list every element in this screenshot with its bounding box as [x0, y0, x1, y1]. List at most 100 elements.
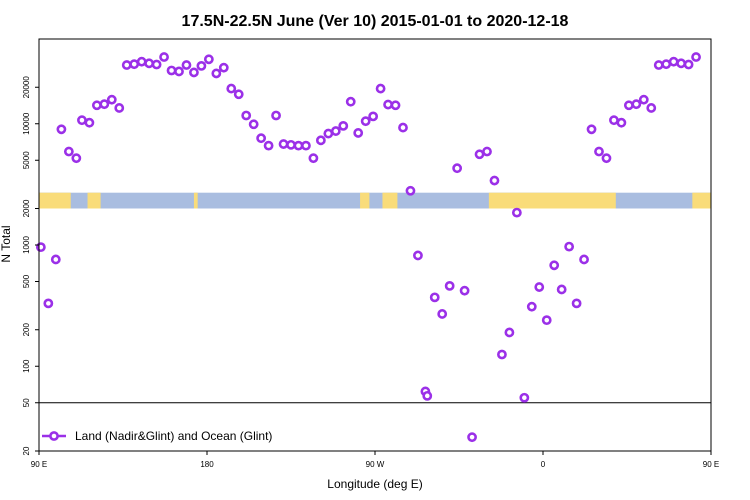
data-point: [136, 56, 147, 67]
data-point: [413, 250, 423, 261]
x-tick-label: 90 E: [703, 460, 719, 469]
data-point: [497, 349, 507, 360]
y-tick-label: 10000: [22, 112, 31, 135]
data-point: [218, 62, 229, 73]
data-point: [263, 140, 274, 151]
data-point: [646, 103, 657, 113]
land-segment: [87, 192, 101, 209]
data-point: [467, 432, 477, 443]
data-point: [429, 292, 440, 303]
land-segment: [193, 192, 198, 209]
data-point: [383, 99, 393, 110]
data-point: [459, 285, 470, 296]
data-point: [166, 65, 177, 76]
data-point: [676, 58, 687, 69]
data-point: [233, 89, 244, 100]
data-point: [121, 60, 132, 70]
data-point: [315, 135, 326, 146]
y-tick-label: 500: [22, 274, 31, 288]
data-point: [398, 122, 408, 133]
data-point: [203, 54, 214, 65]
data-point: [330, 126, 341, 136]
land-segment: [382, 192, 398, 209]
data-point: [526, 301, 537, 312]
y-tick-label: 100: [22, 359, 31, 373]
data-point: [308, 153, 319, 164]
data-point: [375, 83, 386, 94]
data-point: [444, 280, 455, 291]
data-point: [56, 124, 67, 135]
data-point: [653, 60, 664, 70]
land-ocean-strip: [39, 192, 711, 209]
data-point: [99, 99, 110, 110]
data-point: [609, 115, 619, 126]
x-tick-label: 90 W: [366, 460, 385, 469]
data-point: [77, 115, 87, 126]
data-point: [691, 52, 701, 62]
y-axis-ticks: 20 50 100 200 500 1000 2000 5000 10000 20000: [22, 76, 39, 455]
data-point: [616, 117, 627, 128]
legend: Land (Nadir&Glint) and Ocean (Glint): [42, 429, 272, 443]
data-point: [534, 282, 545, 292]
data-point: [129, 59, 140, 70]
land-segment: [488, 192, 616, 209]
land-segment: [39, 192, 71, 209]
data-point: [144, 58, 155, 69]
data-point: [91, 100, 102, 111]
data-point: [248, 119, 259, 130]
data-point: [368, 111, 379, 122]
plot-frame: [38, 38, 712, 452]
data-point: [638, 94, 649, 105]
land-segment: [692, 192, 711, 209]
x-axis-ticks: 90 E 180 90 W 0 90 E: [31, 451, 719, 469]
data-point: [360, 116, 371, 127]
data-point: [181, 60, 192, 70]
data-point: [196, 60, 207, 71]
data-point: [345, 96, 356, 107]
data-point: [661, 59, 672, 70]
x-tick-label: 90 E: [31, 460, 47, 469]
data-point: [623, 100, 634, 111]
legend-label: Land (Nadir&Glint) and Ocean (Glint): [75, 429, 272, 443]
y-tick-label: 200: [22, 323, 31, 337]
x-tick-label: 180: [200, 460, 214, 469]
data-point: [519, 392, 530, 403]
y-tick-label: 50: [22, 398, 31, 407]
data-point: [504, 327, 515, 338]
data-point: [579, 254, 589, 265]
data-point: [159, 52, 169, 62]
x-tick-label: 0: [541, 460, 546, 469]
data-point: [586, 124, 597, 135]
data-point: [71, 153, 82, 164]
x-axis-label: Longitude (deg E): [327, 477, 422, 491]
chart-title: 17.5N-22.5N June (Ver 10) 2015-01-01 to …: [182, 13, 569, 30]
y-tick-label: 2000: [22, 199, 31, 217]
y-tick-label: 20: [22, 446, 31, 455]
data-point: [226, 83, 237, 94]
land-segment: [360, 192, 370, 209]
data-point: [452, 163, 463, 174]
data-point: [511, 207, 522, 218]
data-point: [594, 146, 604, 157]
data-point: [683, 59, 694, 70]
data-point: [84, 117, 95, 128]
data-point: [631, 99, 642, 110]
data-point: [474, 149, 485, 160]
y-tick-label: 20000: [22, 76, 31, 99]
data-point: [293, 140, 304, 151]
data-points: [35, 52, 701, 443]
legend-marker: [49, 431, 59, 441]
data-point: [405, 185, 416, 196]
data-point: [422, 390, 433, 401]
y-tick-label: 5000: [22, 151, 31, 169]
data-point: [301, 140, 311, 151]
y-tick-label: 1000: [22, 236, 31, 254]
data-point: [541, 315, 552, 326]
data-point: [189, 67, 199, 78]
data-point: [241, 110, 252, 121]
data-point: [556, 284, 567, 295]
y-axis-label: N Total: [0, 225, 13, 262]
data-point: [437, 309, 448, 319]
data-point: [63, 146, 74, 157]
data-point: [668, 56, 679, 67]
